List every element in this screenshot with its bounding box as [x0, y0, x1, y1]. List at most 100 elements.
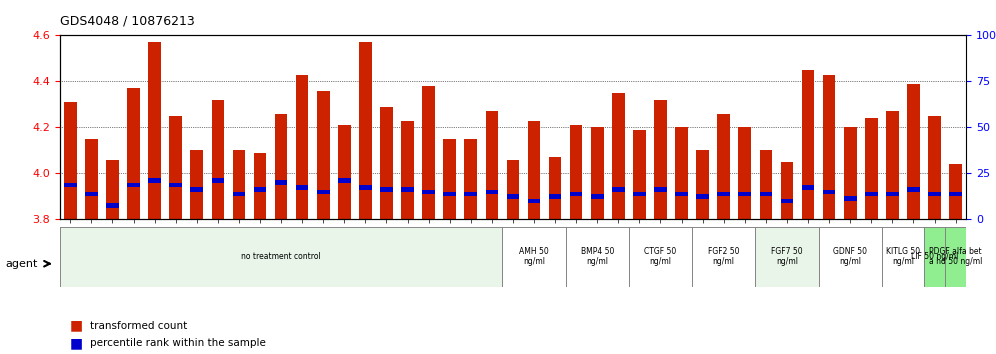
- Bar: [233, 192, 245, 196]
- Bar: [211, 178, 224, 183]
- FancyBboxPatch shape: [924, 227, 945, 287]
- Bar: [254, 187, 266, 192]
- Bar: [296, 185, 309, 190]
- Bar: [422, 189, 435, 194]
- Bar: [107, 160, 119, 219]
- FancyBboxPatch shape: [881, 227, 924, 287]
- Bar: [570, 192, 583, 196]
- Bar: [570, 125, 583, 219]
- Bar: [401, 187, 414, 192]
- Bar: [338, 125, 351, 219]
- Text: ■: ■: [70, 336, 83, 350]
- Bar: [886, 112, 898, 219]
- Bar: [823, 189, 836, 194]
- Bar: [443, 192, 456, 196]
- Bar: [760, 192, 772, 196]
- Bar: [907, 187, 919, 192]
- Bar: [654, 100, 666, 219]
- Bar: [85, 139, 98, 219]
- FancyBboxPatch shape: [502, 227, 566, 287]
- Bar: [781, 199, 793, 204]
- Bar: [717, 192, 730, 196]
- Bar: [802, 70, 815, 219]
- Bar: [380, 187, 392, 192]
- FancyBboxPatch shape: [755, 227, 819, 287]
- Bar: [169, 116, 182, 219]
- Bar: [64, 102, 77, 219]
- Bar: [401, 120, 414, 219]
- Bar: [338, 178, 351, 183]
- Text: AMH 50
ng/ml: AMH 50 ng/ml: [519, 247, 549, 266]
- Bar: [844, 127, 857, 219]
- Bar: [422, 86, 435, 219]
- Text: percentile rank within the sample: percentile rank within the sample: [90, 338, 266, 348]
- Bar: [380, 107, 392, 219]
- Bar: [760, 150, 772, 219]
- Bar: [443, 139, 456, 219]
- Text: GDS4048 / 10876213: GDS4048 / 10876213: [60, 14, 194, 27]
- Bar: [675, 192, 688, 196]
- Bar: [233, 150, 245, 219]
- Bar: [675, 127, 688, 219]
- FancyBboxPatch shape: [628, 227, 692, 287]
- Bar: [254, 153, 266, 219]
- Bar: [190, 187, 203, 192]
- Bar: [781, 162, 793, 219]
- Text: no treatment control: no treatment control: [241, 252, 321, 261]
- Text: BMP4 50
ng/ml: BMP4 50 ng/ml: [581, 247, 614, 266]
- Bar: [823, 75, 836, 219]
- Bar: [528, 199, 541, 204]
- Bar: [275, 181, 288, 185]
- Bar: [612, 93, 624, 219]
- Text: LIF 50 ng/ml: LIF 50 ng/ml: [910, 252, 958, 261]
- Bar: [169, 183, 182, 187]
- Bar: [464, 139, 477, 219]
- Bar: [127, 183, 139, 187]
- FancyBboxPatch shape: [566, 227, 628, 287]
- FancyBboxPatch shape: [60, 227, 502, 287]
- Bar: [633, 130, 645, 219]
- Bar: [485, 112, 498, 219]
- Text: transformed count: transformed count: [90, 321, 187, 331]
- Text: PDGF alfa bet
a hd 50 ng/ml: PDGF alfa bet a hd 50 ng/ml: [929, 247, 982, 266]
- Bar: [549, 157, 562, 219]
- Bar: [317, 91, 330, 219]
- Text: ■: ■: [70, 319, 83, 333]
- Text: FGF2 50
ng/ml: FGF2 50 ng/ml: [708, 247, 739, 266]
- Bar: [360, 42, 372, 219]
- FancyBboxPatch shape: [945, 227, 966, 287]
- Bar: [865, 192, 877, 196]
- Bar: [507, 160, 519, 219]
- Text: KITLG 50
ng/ml: KITLG 50 ng/ml: [885, 247, 920, 266]
- Bar: [296, 75, 309, 219]
- Bar: [696, 194, 709, 199]
- Bar: [591, 127, 604, 219]
- FancyBboxPatch shape: [819, 227, 881, 287]
- Bar: [738, 127, 751, 219]
- Bar: [211, 100, 224, 219]
- Text: GDNF 50
ng/ml: GDNF 50 ng/ml: [834, 247, 868, 266]
- Bar: [865, 118, 877, 219]
- Bar: [148, 178, 161, 183]
- Bar: [886, 192, 898, 196]
- Bar: [360, 185, 372, 190]
- Text: agent: agent: [5, 259, 38, 269]
- Bar: [485, 189, 498, 194]
- Bar: [907, 84, 919, 219]
- Bar: [127, 88, 139, 219]
- Bar: [633, 192, 645, 196]
- Text: FGF7 50
ng/ml: FGF7 50 ng/ml: [771, 247, 803, 266]
- Bar: [696, 150, 709, 219]
- Bar: [717, 114, 730, 219]
- Bar: [738, 192, 751, 196]
- Bar: [85, 192, 98, 196]
- Bar: [591, 194, 604, 199]
- Bar: [148, 42, 161, 219]
- Bar: [507, 194, 519, 199]
- Bar: [949, 192, 962, 196]
- FancyBboxPatch shape: [692, 227, 755, 287]
- Bar: [844, 196, 857, 201]
- Bar: [949, 164, 962, 219]
- Bar: [464, 192, 477, 196]
- Bar: [612, 187, 624, 192]
